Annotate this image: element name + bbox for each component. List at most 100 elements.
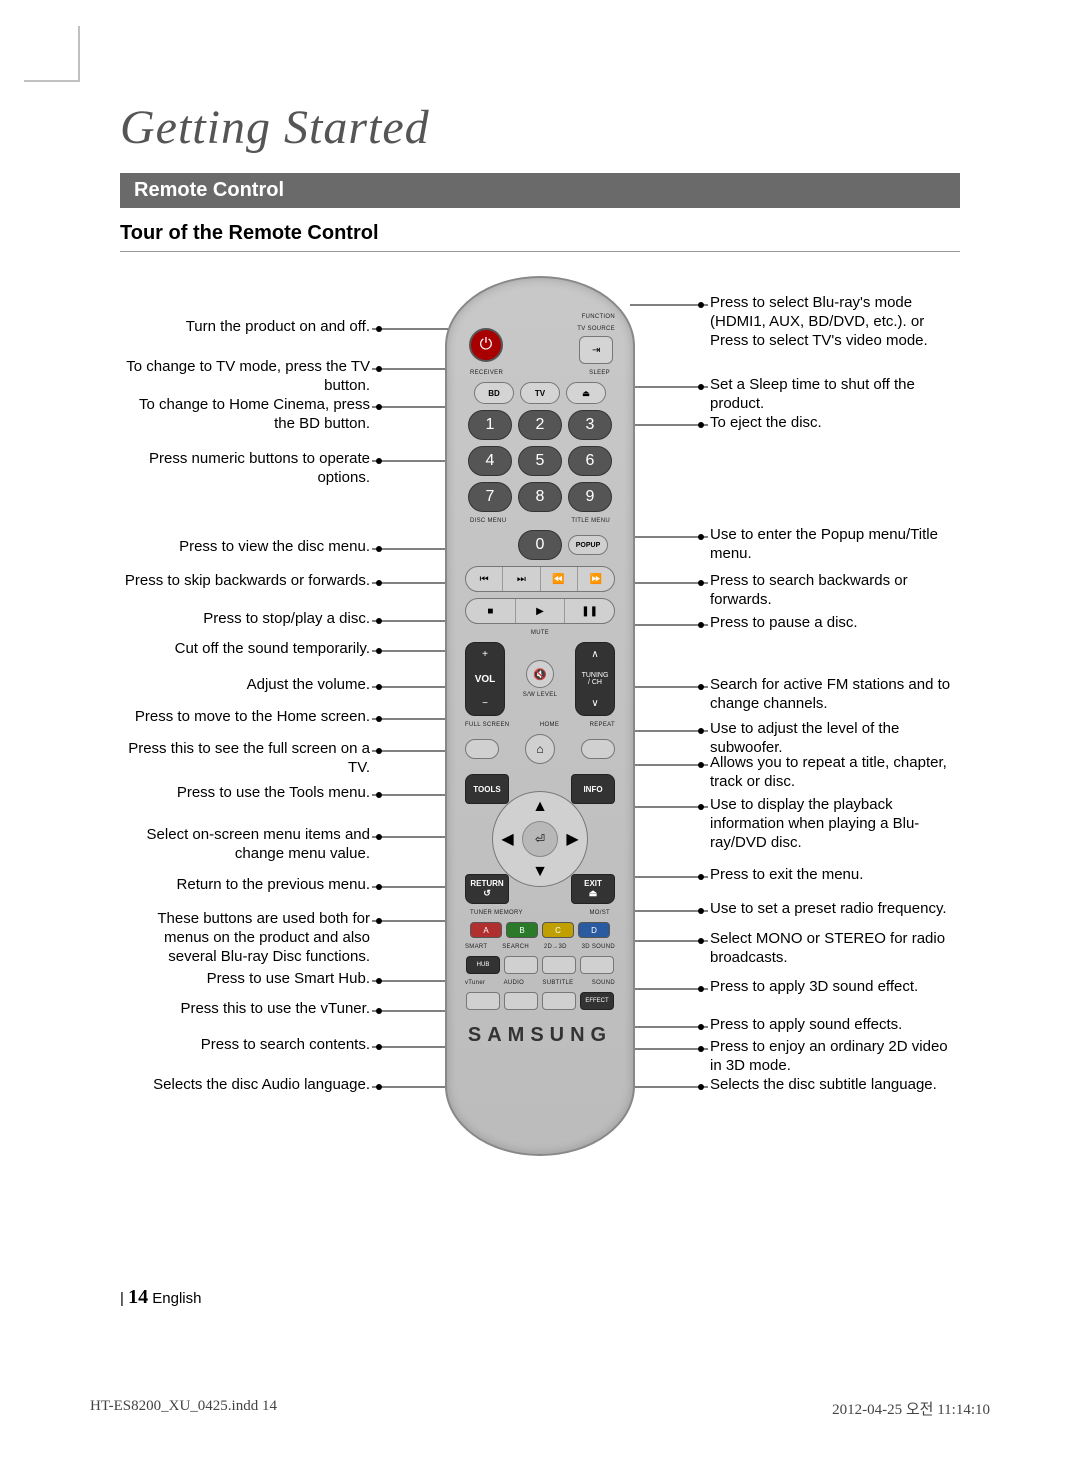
num-1[interactable]: 1 <box>468 410 512 440</box>
home-button[interactable]: ⌂ <box>525 734 555 764</box>
callout-item: Press to exit the menu. <box>710 866 863 885</box>
skip-search-group: ⏮ ⏭ ⏪ ⏩ <box>465 566 615 592</box>
stop-button[interactable]: ■ <box>466 599 516 623</box>
label-sound: SOUND <box>592 980 615 986</box>
play-button[interactable]: ▶ <box>516 599 566 623</box>
crop-mark <box>24 80 80 82</box>
audio-button[interactable] <box>504 992 538 1010</box>
search-back-button[interactable]: ⏪ <box>541 567 578 591</box>
brand-label: SAMSUNG <box>468 1024 612 1047</box>
label-full-screen: FULL SCREEN <box>465 722 509 728</box>
2d-3d-button[interactable] <box>542 956 576 974</box>
label-function: FUNCTION <box>582 314 615 320</box>
callout-item: Press to move to the Home screen. <box>135 708 370 727</box>
dpad-down[interactable]: ▼ <box>532 863 548 881</box>
callout-item: Use to set a preset radio frequency. <box>710 900 947 919</box>
crop-mark <box>78 26 80 82</box>
label-sw-level: S/W LEVEL <box>523 692 557 698</box>
skip-back-button[interactable]: ⏮ <box>466 567 503 591</box>
imprint-footer: HT-ES8200_XU_0425.indd 14 2012-04-25 오전 … <box>90 1398 990 1419</box>
label-vtuner: vTuner <box>465 980 485 986</box>
chapter-title: Getting Started <box>120 100 960 155</box>
callout-item: Press to select Blu-ray's mode (HDMI1, A… <box>710 294 960 350</box>
imprint-timestamp: 2012-04-25 오전 11:14:10 <box>832 1398 990 1419</box>
volume-rocker[interactable]: + VOL − <box>465 642 505 716</box>
section-bar: Remote Control <box>120 173 960 208</box>
bd-button[interactable]: BD <box>474 382 514 404</box>
num-4[interactable]: 4 <box>468 446 512 476</box>
num-0[interactable]: 0 <box>518 530 562 560</box>
callout-item: Search for active FM stations and to cha… <box>710 676 960 714</box>
mute-button[interactable]: 🔇 <box>526 660 554 688</box>
callout-item: Press to view the disc menu. <box>179 538 370 557</box>
callout-item: Press to use the Tools menu. <box>177 784 370 803</box>
channel-rocker[interactable]: ∧ TUNING/ CH ∨ <box>575 642 615 716</box>
callout-item: Turn the product on and off. <box>186 318 370 337</box>
label-repeat: REPEAT <box>590 722 615 728</box>
label-3dsound: 3D SOUND <box>582 944 615 950</box>
callout-item: Use to display the playback information … <box>710 796 960 852</box>
return-button[interactable]: RETURN↺ <box>465 874 509 904</box>
subtitle-button[interactable] <box>542 992 576 1010</box>
callout-item: Press to use Smart Hub. <box>207 970 370 989</box>
label-most: MO/ST <box>590 910 611 916</box>
label-search: SEARCH <box>502 944 529 950</box>
callout-item: Select MONO or STEREO for radio broadcas… <box>710 930 960 968</box>
tv-source-button[interactable]: ⇥ <box>579 336 613 364</box>
popup-button[interactable]: POPUP <box>568 535 608 555</box>
info-button[interactable]: INFO <box>571 774 615 804</box>
callout-item: To eject the disc. <box>710 414 822 433</box>
full-screen-button[interactable] <box>465 739 499 759</box>
callout-item: Press to stop/play a disc. <box>203 610 370 629</box>
dpad-up[interactable]: ▲ <box>532 798 548 816</box>
label-tuning: TUNING/ CH <box>582 672 609 686</box>
label-vol: VOL <box>475 674 496 685</box>
color-b-button[interactable]: B <box>506 922 538 938</box>
dpad-cluster: TOOLS INFO RETURN↺ EXIT⏏ ▲ ◀ ⏎ ▶ ▼ <box>465 774 615 904</box>
color-d-button[interactable]: D <box>578 922 610 938</box>
vtuner-button[interactable] <box>466 992 500 1010</box>
num-5[interactable]: 5 <box>518 446 562 476</box>
exit-button[interactable]: EXIT⏏ <box>571 874 615 904</box>
dpad-left[interactable]: ◀ <box>501 829 513 849</box>
smart-hub-button[interactable]: HUB <box>466 956 500 974</box>
eject-button[interactable]: ⏏ <box>566 382 606 404</box>
num-8[interactable]: 8 <box>518 482 562 512</box>
tools-button[interactable]: TOOLS <box>465 774 509 804</box>
sound-effect-button[interactable]: EFFECT <box>580 992 614 1010</box>
num-7[interactable]: 7 <box>468 482 512 512</box>
subheading: Tour of the Remote Control <box>120 222 960 252</box>
label-home: HOME <box>540 722 559 728</box>
callout-item: Use to adjust the level of the subwoofer… <box>710 720 960 758</box>
dpad-enter[interactable]: ⏎ <box>522 821 558 857</box>
remote-body: FUNCTION ⏻ TV SOURCE ⇥ RECEIVER SLEEP BD <box>445 276 635 1156</box>
pause-button[interactable]: ❚❚ <box>565 599 614 623</box>
callout-item: Press to enjoy an ordinary 2D video in 3… <box>710 1038 960 1076</box>
callout-item: Press to search contents. <box>201 1036 370 1055</box>
color-c-button[interactable]: C <box>542 922 574 938</box>
page-number: | 14 English <box>120 1286 201 1309</box>
tv-button[interactable]: TV <box>520 382 560 404</box>
callout-item: To change to TV mode, press the TV butto… <box>120 358 370 396</box>
callout-item: Press to apply sound effects. <box>710 1016 902 1035</box>
3d-sound-button[interactable] <box>580 956 614 974</box>
num-2[interactable]: 2 <box>518 410 562 440</box>
label-smart: SMART <box>465 944 487 950</box>
color-buttons: A B C D <box>470 922 610 938</box>
search-button[interactable] <box>504 956 538 974</box>
dpad-right[interactable]: ▶ <box>566 829 578 849</box>
search-fwd-button[interactable]: ⏩ <box>578 567 614 591</box>
callout-item: Press this to see the full screen on a T… <box>120 740 370 778</box>
callout-item: These buttons are used both for menus on… <box>120 910 370 966</box>
callout-item: Selects the disc Audio language. <box>153 1076 370 1095</box>
callout-item: Press to skip backwards or forwards. <box>125 572 370 591</box>
color-a-button[interactable]: A <box>470 922 502 938</box>
num-6[interactable]: 6 <box>568 446 612 476</box>
power-button[interactable]: ⏻ <box>469 328 503 362</box>
label-mute: MUTE <box>531 630 549 636</box>
label-tuner-memory: TUNER MEMORY <box>470 910 523 916</box>
num-9[interactable]: 9 <box>568 482 612 512</box>
repeat-button[interactable] <box>581 739 615 759</box>
skip-fwd-button[interactable]: ⏭ <box>503 567 540 591</box>
num-3[interactable]: 3 <box>568 410 612 440</box>
